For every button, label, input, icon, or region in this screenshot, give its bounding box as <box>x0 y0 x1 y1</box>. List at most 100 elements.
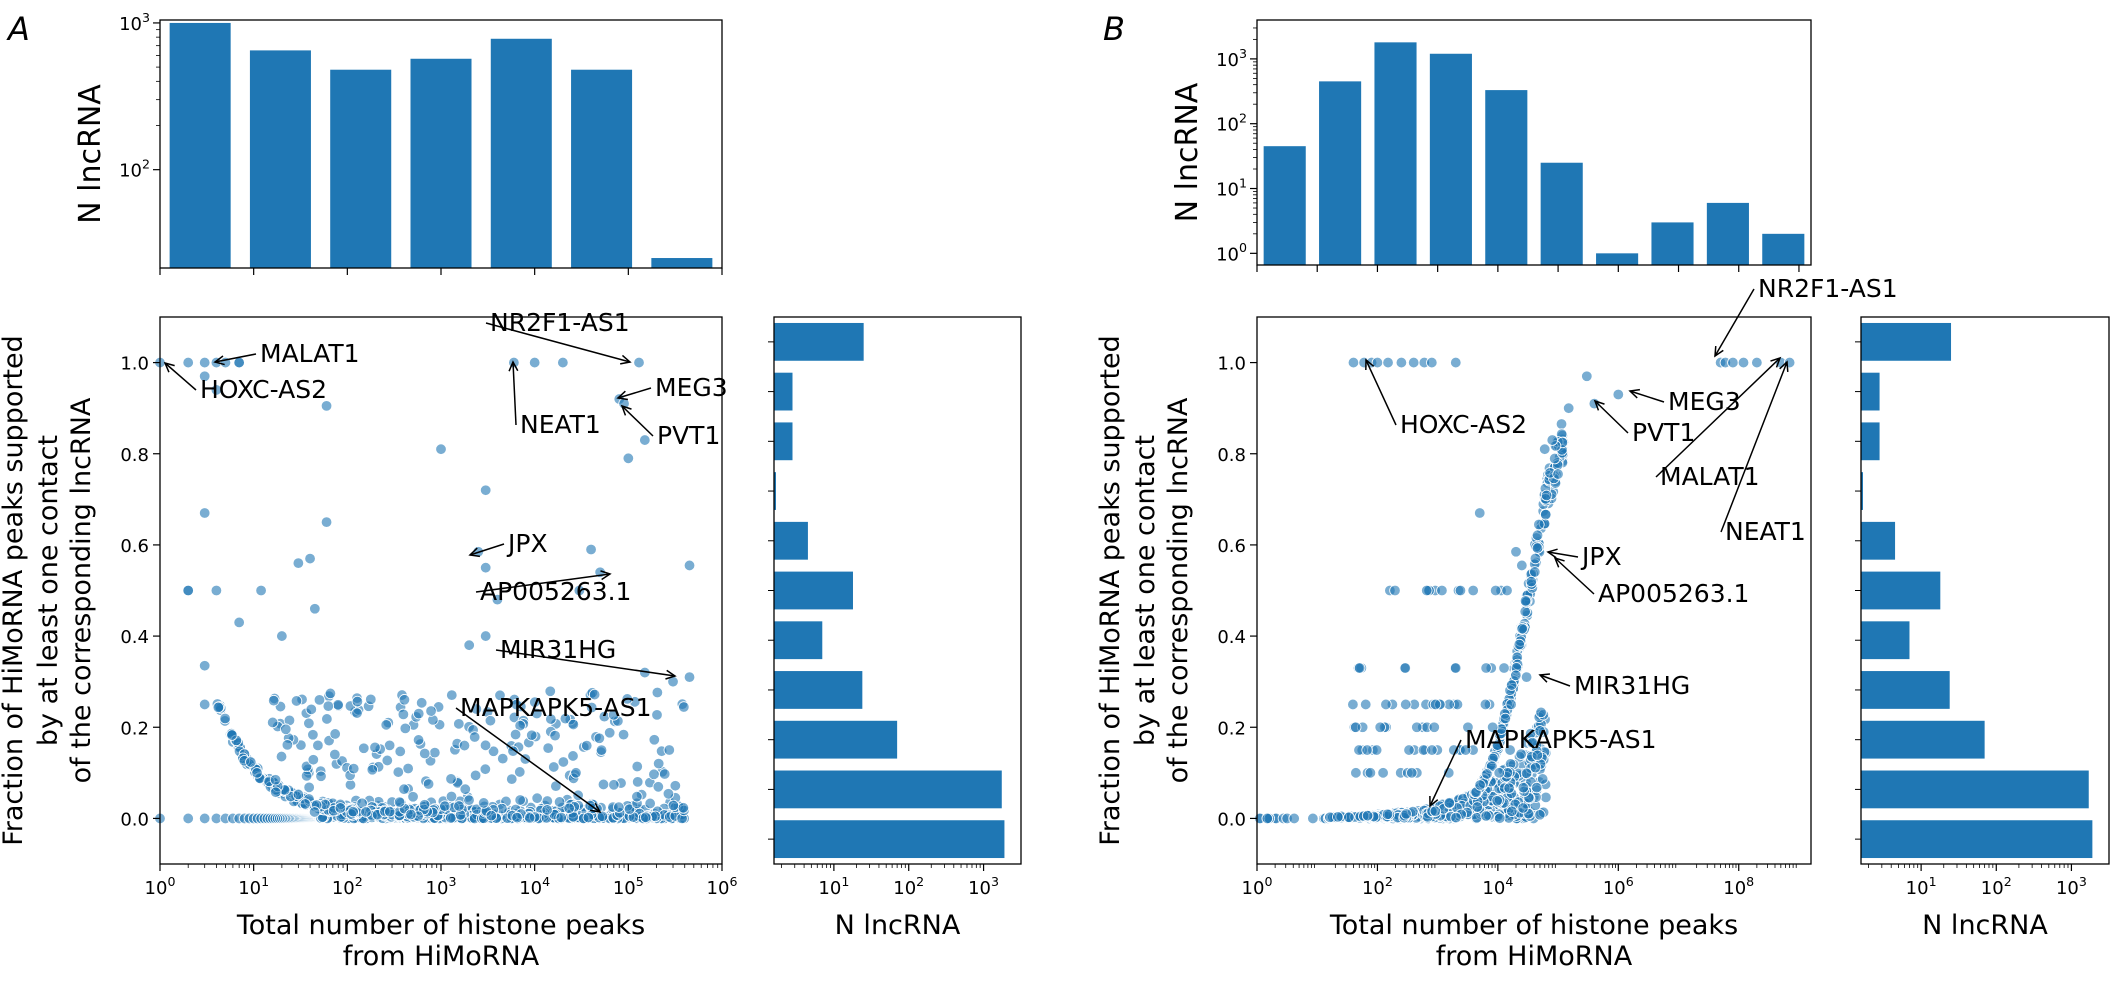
scatter-point <box>479 763 492 775</box>
histogram-bar <box>1762 233 1805 265</box>
annotation-arrowhead <box>1593 399 1605 411</box>
scatter-point <box>313 694 326 706</box>
scatter-point <box>320 516 333 528</box>
scatter-point <box>1380 698 1392 711</box>
scatter-point <box>226 729 238 741</box>
scatter-point <box>320 400 333 412</box>
scatter-point <box>268 694 280 707</box>
scatter-point <box>1540 508 1552 521</box>
scatter-point <box>1261 812 1273 825</box>
scatter-point <box>419 747 431 760</box>
scatter-point <box>398 694 411 706</box>
histogram-bar <box>774 472 776 510</box>
scatter-point <box>597 778 610 791</box>
x-tick-label: 103 <box>968 874 999 899</box>
scatter-point <box>633 356 645 369</box>
scatter-point <box>484 715 497 727</box>
scatter-point <box>1520 671 1533 683</box>
scatter-point <box>1288 812 1300 825</box>
scatter-point <box>351 707 363 719</box>
scatter-point <box>683 671 696 683</box>
scatter-ylabel: Fraction of HiMoRNA peaks supported <box>1095 335 1126 846</box>
histogram-bar <box>1374 42 1417 266</box>
scatter-point <box>542 742 554 754</box>
y-tick-label: 0.2 <box>1217 718 1246 739</box>
histogram-bar <box>1861 472 1863 510</box>
scatter-point <box>1426 356 1438 369</box>
scatter-point <box>276 630 288 642</box>
scatter-point <box>358 742 370 754</box>
scatter-point <box>581 739 593 752</box>
scatter-point <box>425 705 437 717</box>
scatter-point <box>1506 805 1518 818</box>
scatter-point <box>407 791 419 803</box>
annotation-arrowhead <box>1714 345 1724 358</box>
scatter-point <box>485 810 498 822</box>
scatter-point <box>1474 507 1486 519</box>
annotation-label: JPX <box>1580 542 1622 571</box>
scatter-point <box>563 802 575 814</box>
annotation-label: JPX <box>506 529 548 558</box>
scatter-point <box>412 734 425 746</box>
scatter-point <box>445 812 457 824</box>
right-histogram: 101 102 103 N lncRNA <box>768 316 1022 941</box>
annotation-arrow <box>1429 739 1462 807</box>
histogram-bar <box>774 322 864 361</box>
right-histogram-xlabel: N lncRNA <box>835 910 961 941</box>
scatter-point <box>622 452 635 465</box>
scatter-point <box>477 797 490 809</box>
x-tick-label: 101 <box>238 874 269 899</box>
scatter-point <box>585 701 598 714</box>
annotation-arrow <box>214 353 257 363</box>
annotation-arrow <box>1714 288 1755 357</box>
scatter-point <box>1555 418 1568 430</box>
scatter-point <box>1516 623 1528 635</box>
scatter-point <box>344 779 357 791</box>
annotation-arrowhead <box>1553 556 1565 568</box>
scatter-point <box>1480 810 1492 822</box>
histogram-bar <box>651 258 713 268</box>
scatter-point <box>548 761 560 773</box>
scatter-point <box>312 739 324 752</box>
top-histogram-ylabel: N lncRNA <box>1170 82 1205 222</box>
scatter-xlabel: from HiMoRNA <box>1436 941 1633 972</box>
scatter-point <box>1517 802 1529 814</box>
scatter-point <box>305 703 317 716</box>
scatter-point <box>219 712 231 725</box>
scatter-point <box>1491 739 1504 751</box>
scatter-point <box>381 754 393 767</box>
scatter-point <box>1381 808 1394 820</box>
scatter-point <box>210 384 223 396</box>
scatter-point <box>1454 584 1467 597</box>
scatter-point <box>270 786 282 798</box>
scatter-point <box>570 767 582 779</box>
annotation-arrow <box>475 573 611 593</box>
scatter-point <box>334 802 347 814</box>
annotation-arrowhead <box>616 390 628 401</box>
histogram-bar <box>1429 53 1472 265</box>
annotation-arrowhead <box>600 570 612 581</box>
scatter-point <box>573 584 586 597</box>
scatter-point <box>182 812 194 825</box>
histogram-bar <box>1861 322 1952 361</box>
histogram-bar <box>774 422 793 461</box>
scatter-point <box>198 698 211 711</box>
scatter-point <box>595 744 608 756</box>
panel-a: A 102 103 N lncRNA 100 101 102 103 104 105 106 0.0 0… <box>0 10 1022 972</box>
scatter-point <box>487 745 500 757</box>
scatter-point <box>621 693 633 705</box>
scatter-point <box>1382 356 1394 369</box>
annotation-arrow <box>495 649 676 677</box>
scatter-point <box>292 557 305 569</box>
scatter-point <box>321 713 333 725</box>
scatter-point <box>1481 768 1493 780</box>
scatter-point <box>1407 356 1420 369</box>
histogram-bar <box>774 521 808 560</box>
scatter-point <box>1489 584 1502 597</box>
annotation-arrowhead <box>508 360 519 372</box>
scatter-point <box>1540 489 1553 502</box>
histogram-bar <box>774 372 793 411</box>
histogram-bar <box>1861 571 1941 610</box>
scatter-point <box>479 739 492 752</box>
